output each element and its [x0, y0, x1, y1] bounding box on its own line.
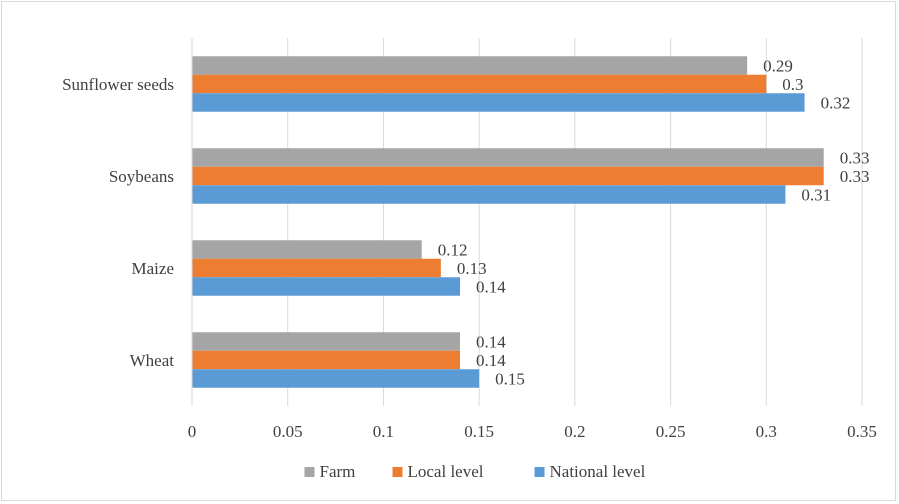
x-tick-label: 0.15 — [464, 422, 494, 441]
data-label: 0.14 — [476, 333, 506, 352]
x-tick-label: 0.25 — [656, 422, 686, 441]
legend-swatch-local-level — [392, 467, 403, 477]
legend-swatch-national-level — [534, 467, 545, 477]
bar-farm — [192, 332, 460, 351]
bar-farm — [192, 56, 748, 75]
bar-local-level — [192, 258, 441, 278]
bar-farm — [192, 148, 824, 167]
legend: Farm Local level National level — [304, 462, 646, 481]
bar-farm — [192, 240, 422, 259]
category-label: Maize — [132, 259, 174, 278]
data-label: 0.14 — [476, 351, 506, 370]
data-label: 0.14 — [476, 278, 506, 297]
x-tick-label: 0.3 — [756, 422, 777, 441]
legend-swatch-farm — [304, 467, 315, 477]
x-tick-label: 0.1 — [373, 422, 394, 441]
legend-label: Local level — [408, 462, 484, 481]
data-label: 0.29 — [763, 57, 793, 76]
axis-layer: 0 0.05 0.1 0.15 0.2 0.25 0.3 0.35 Wheat Maize Soyb… — [62, 38, 877, 441]
bar-national-level — [192, 369, 480, 388]
data-label: 0.13 — [457, 259, 487, 278]
data-label: 0.33 — [840, 167, 870, 186]
legend-label: Farm — [320, 462, 356, 481]
bar-local-level — [192, 74, 767, 94]
data-label: 0.33 — [840, 149, 870, 168]
x-tick-label: 0.2 — [564, 422, 585, 441]
data-label: 0.32 — [821, 94, 851, 113]
x-tick-label: 0 — [188, 422, 197, 441]
bar-local-level — [192, 166, 824, 186]
bar-local-level — [192, 350, 460, 370]
category-label: Wheat — [130, 351, 175, 370]
x-tick-label: 0.35 — [847, 422, 877, 441]
bar-national-level — [192, 93, 805, 112]
data-label: 0.31 — [801, 186, 831, 205]
data-label: 0.3 — [782, 75, 803, 94]
data-label: 0.15 — [495, 370, 525, 389]
bar-layer — [192, 56, 824, 388]
x-tick-label: 0.05 — [273, 422, 303, 441]
category-label: Soybeans — [109, 167, 174, 186]
label-layer: 0.140.140.150.120.130.140.330.330.310.29… — [438, 57, 870, 389]
bar-national-level — [192, 277, 460, 296]
category-label: Sunflower seeds — [62, 75, 174, 94]
bar-national-level — [192, 185, 786, 204]
data-label: 0.12 — [438, 241, 468, 260]
legend-label: National level — [550, 462, 646, 481]
